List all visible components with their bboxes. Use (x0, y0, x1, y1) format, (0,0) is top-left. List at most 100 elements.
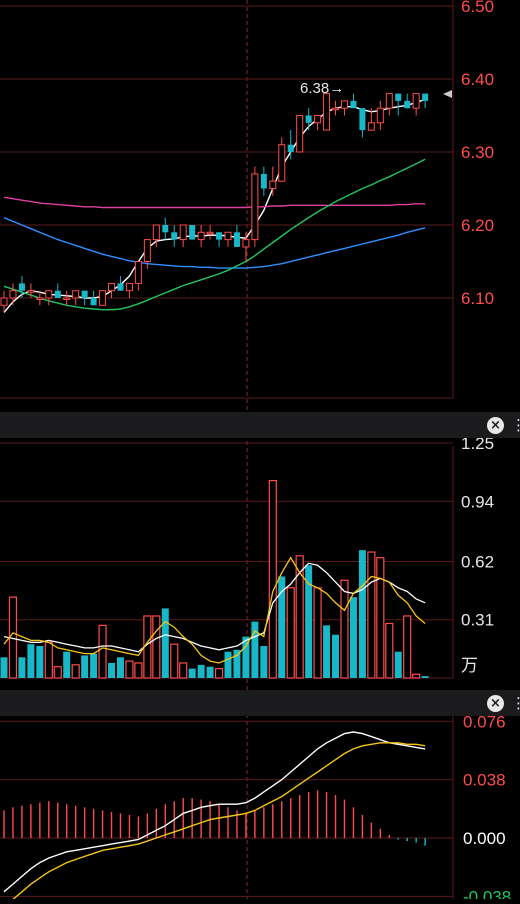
macd-tick-label: 0.076 (463, 712, 506, 731)
volume-unit-label: 万 (461, 656, 478, 675)
price-tick-label: 6.30 (461, 143, 494, 162)
candle-up (385, 93, 393, 109)
candle-up (108, 282, 116, 292)
volume-bar-down (27, 644, 35, 678)
volume-bar-down (197, 664, 205, 678)
candle-up (99, 290, 107, 306)
candle-up (332, 107, 340, 111)
candle-up (0, 297, 8, 306)
candle-up (197, 231, 205, 241)
volume-bar-up (403, 615, 412, 679)
candle-up (296, 115, 304, 153)
volume-bar-up (125, 660, 134, 679)
volume-bar-down (116, 657, 124, 678)
candle-down (54, 290, 61, 298)
volume-bar-down (233, 649, 241, 678)
macd-tick-label: -0.038 (463, 887, 511, 899)
candle-down (90, 298, 97, 306)
close-icon[interactable]: × (487, 695, 504, 712)
candle-up (206, 231, 214, 235)
candle-down (81, 290, 88, 298)
candle-up (45, 290, 53, 299)
volume-bar-down (251, 621, 259, 678)
macd-tick-label: 0.000 (463, 829, 506, 848)
volume-bar-up (268, 480, 277, 679)
candle-up (36, 297, 44, 300)
candle-up (63, 297, 71, 300)
volume-bar-down (260, 646, 268, 678)
volume-panel-header: × ⋮ (0, 412, 520, 438)
candle-up (9, 290, 17, 299)
candle-down (395, 93, 402, 101)
volume-bar-down (161, 608, 169, 678)
candle-down (350, 100, 357, 109)
more-icon[interactable]: ⋮ (511, 416, 520, 434)
volume-bar-down (18, 657, 26, 678)
volume-tick-label: 0.94 (461, 492, 494, 511)
price-tick-label: 6.20 (461, 216, 494, 235)
candle-up (278, 144, 286, 182)
volume-bar-down (332, 634, 340, 678)
volume-bar-up (44, 641, 53, 679)
volume-bar-down (349, 597, 357, 678)
candle-down (18, 283, 25, 291)
volume-bar-up (340, 579, 349, 679)
high-price-annotation: 6.38→ (300, 80, 344, 97)
candle-up (134, 261, 142, 284)
volume-tick-label: 1.25 (461, 434, 494, 453)
price-ma-magenta-line (3, 196, 426, 209)
price-tick-label: 6.50 (461, 0, 494, 16)
price-tick-label: 6.10 (461, 289, 494, 308)
volume-bar-down (206, 666, 214, 678)
volume-bar-down (278, 576, 286, 678)
volume-bar-down (90, 653, 98, 678)
candle-up (72, 290, 80, 299)
volume-bar-up (367, 551, 376, 679)
volume-tick-label: 0.31 (461, 611, 494, 630)
volume-bar-up (295, 555, 304, 679)
candle-down (171, 232, 178, 240)
candle-down (305, 115, 312, 123)
close-icon[interactable]: × (487, 417, 504, 434)
candle-down (260, 173, 267, 189)
volume-bar-up (179, 662, 188, 679)
candle-up (224, 231, 232, 241)
volume-bar-up (71, 664, 80, 679)
candle-up (251, 173, 259, 241)
candle-up (314, 115, 322, 124)
volume-bar-down (0, 657, 8, 678)
volume-bar-down (323, 625, 331, 678)
macd-tick-label: 0.038 (463, 771, 506, 790)
candle-up (242, 239, 250, 248)
volume-bar-up (214, 667, 224, 679)
volume-bar-up (98, 624, 107, 679)
current-price-pointer (443, 90, 452, 98)
volume-bar-up (376, 557, 385, 679)
volume-bar-down (63, 651, 71, 678)
macd-dif-line (3, 731, 426, 893)
candle-up (125, 282, 133, 292)
volume-bar-up (134, 662, 143, 679)
candle-down (216, 232, 223, 240)
candle-down (117, 283, 124, 291)
volume-bar-down (224, 651, 232, 678)
volume-bar-up (53, 666, 62, 679)
candle-down (162, 225, 169, 233)
candle-down (287, 144, 294, 152)
candle-down (404, 100, 411, 109)
candle-up (323, 93, 331, 131)
candle-up (376, 107, 384, 124)
more-icon[interactable]: ⋮ (511, 694, 520, 712)
volume-bar-down (421, 676, 429, 678)
candle-up (27, 290, 35, 293)
macd-panel-header: × ⋮ (0, 690, 520, 716)
candle-up (269, 180, 277, 189)
volume-tick-label: 0.62 (461, 552, 494, 571)
candle-up (340, 100, 348, 109)
volume-bar-up (313, 587, 322, 679)
volume-bar-down (242, 636, 250, 678)
candle-down (359, 108, 366, 131)
macd-dea-line (6, 742, 426, 904)
